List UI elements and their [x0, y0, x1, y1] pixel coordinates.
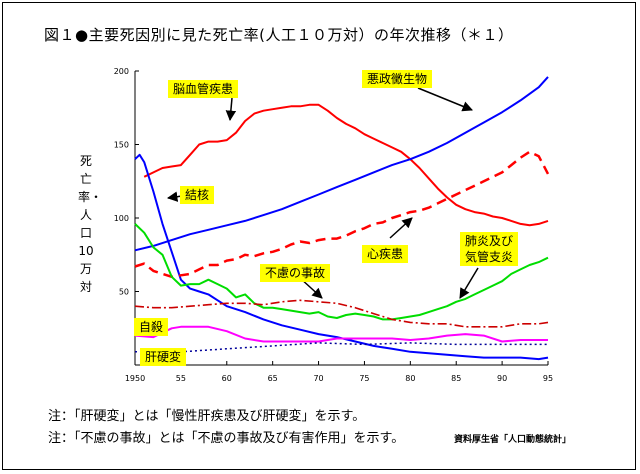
- chart-title: 図１●主要死因別に見た死亡率(人工１０万対）の年次推移（＊１）: [44, 26, 514, 44]
- x-tick-label: 65: [268, 374, 278, 383]
- series-label-suicide: 自殺: [134, 318, 169, 336]
- series-line-stroke: [143, 103, 549, 227]
- series-line-liver: [135, 342, 548, 353]
- arrow-heart: [389, 217, 413, 239]
- series-label-tb: 結核: [180, 186, 215, 204]
- series-label-stroke: 脳血管疾患: [168, 80, 239, 98]
- note-accident: 注：「不慮の事故」とは「不慮の事故及び有害作用」を示す。: [48, 431, 405, 446]
- arrow-cancer: [417, 87, 473, 112]
- series-label-heart: 心疾患: [362, 245, 409, 263]
- x-tick-label: 60: [222, 374, 232, 383]
- y-tick-label: 50: [119, 288, 129, 297]
- chart-frame: [2, 2, 636, 470]
- series-label-liver: 肝硬変: [140, 348, 187, 366]
- note-liver: 注：「肝硬変」とは「慢性肝疾患及び肝硬変」を示す。: [48, 409, 366, 424]
- series-label-pneumonia: 肺炎及び 気管支炎: [460, 232, 519, 266]
- x-tick-label: 75: [359, 374, 369, 383]
- y-tick-label: 100: [114, 214, 129, 223]
- y-tick-label: 150: [114, 141, 129, 150]
- source-credit: 資料厚生省「人口動態統計」: [454, 435, 572, 445]
- x-tick-label: 90: [497, 374, 507, 383]
- series-label-cancer: 悪政黴生物: [362, 70, 433, 88]
- series-line-pneumonia: [134, 223, 549, 321]
- x-tick-label: 1950: [125, 374, 145, 383]
- series-line-accident: [134, 299, 549, 328]
- y-axis-label: 死亡率・人口10万対: [78, 154, 103, 294]
- x-tick-label: 55: [176, 374, 186, 383]
- arrow-pneumonia: [459, 267, 479, 299]
- x-tick-label: 85: [451, 374, 461, 383]
- series-line-tb: [134, 153, 549, 361]
- series-line-cancer: [134, 76, 549, 252]
- arrow-tb: [166, 191, 183, 202]
- series-line-suicide: [134, 325, 548, 343]
- arrow-stroke: [225, 97, 237, 122]
- series-label-accident: 不慮の事故: [260, 264, 331, 282]
- x-tick-label: 95: [543, 374, 553, 383]
- y-tick-label: 200: [114, 67, 129, 76]
- x-tick-label: 70: [313, 374, 323, 383]
- x-tick-label: 80: [405, 374, 415, 383]
